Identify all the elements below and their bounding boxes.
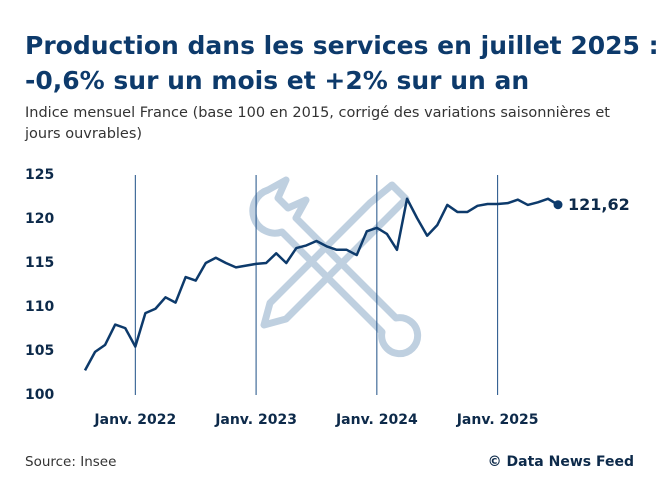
x-tick-label: Janv. 2023: [214, 412, 297, 428]
chart-title: -0,6% sur un mois et +2% sur un an: [25, 66, 529, 95]
y-tick-label: 120: [25, 211, 54, 227]
x-tick-label: Janv. 2024: [335, 412, 418, 428]
subtitle: Indice mensuel France (base 100 en 2015,…: [25, 105, 610, 121]
y-tick-label: 125: [25, 167, 54, 183]
y-tick-label: 110: [25, 299, 54, 315]
y-tick-label: 100: [25, 387, 54, 403]
y-tick-label: 105: [25, 343, 54, 359]
subtitle: jours ouvrables): [24, 126, 142, 142]
x-tick-label: Janv. 2025: [456, 412, 539, 428]
chart-title: Production dans les services en juillet …: [25, 31, 659, 60]
line: [83, 197, 559, 371]
watermark: [249, 176, 422, 358]
x-tick-label: Janv. 2022: [93, 412, 176, 428]
y-tick-label: 115: [25, 255, 54, 271]
data-label: 121,62: [568, 195, 630, 214]
end-point: [553, 200, 563, 210]
source: Source: Insee: [25, 454, 116, 470]
credit: © Data News Feed: [488, 454, 634, 470]
